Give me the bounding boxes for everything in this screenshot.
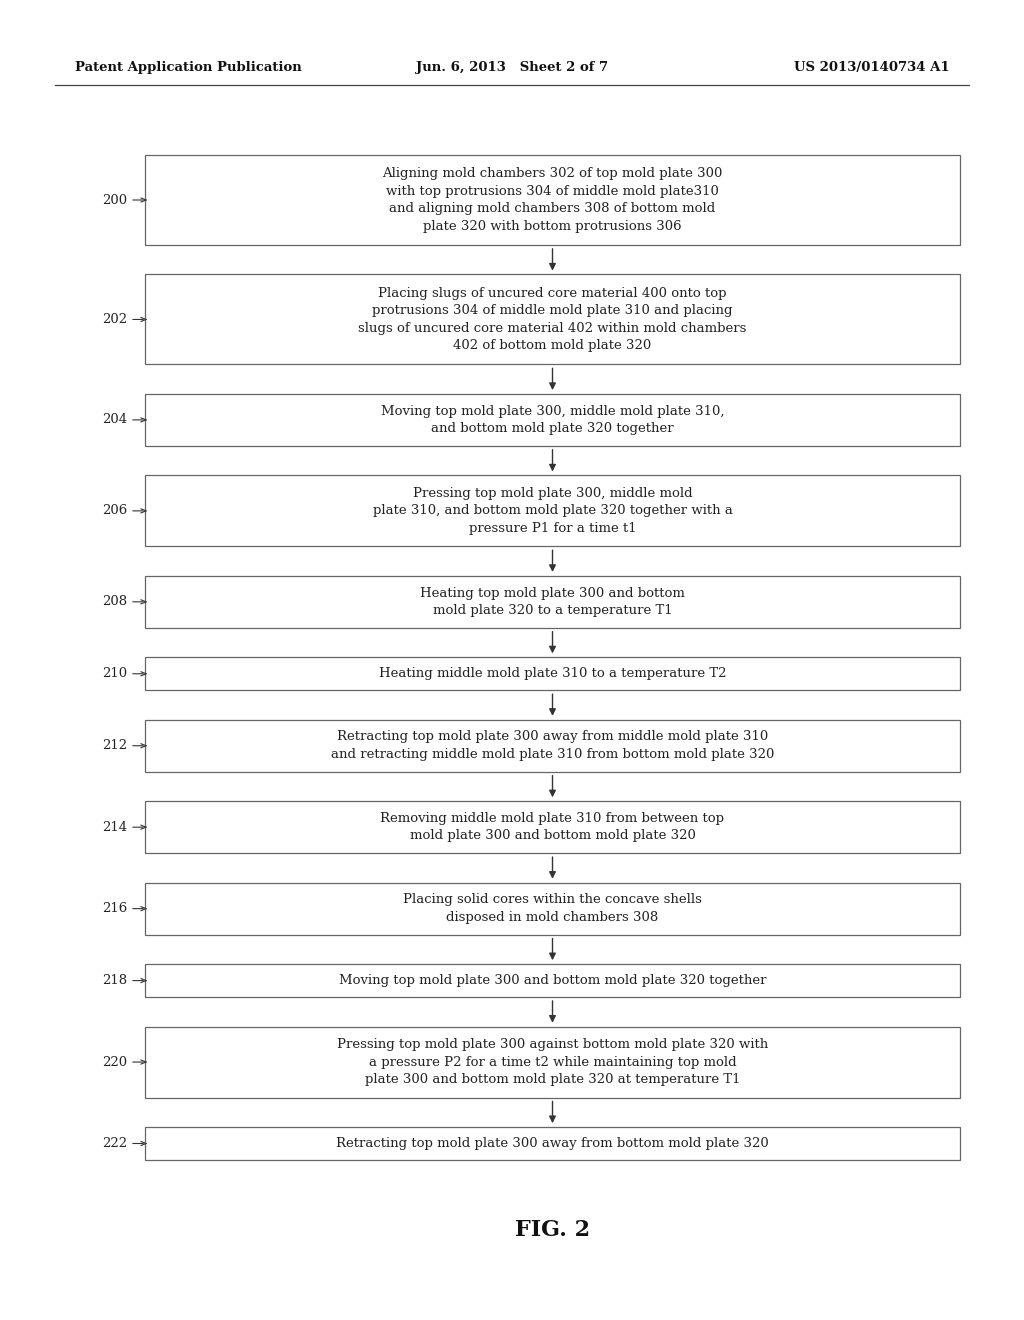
Bar xyxy=(145,719,961,772)
Text: Placing solid cores within the concave shells
disposed in mold chambers 308: Placing solid cores within the concave s… xyxy=(403,894,701,924)
Text: Heating top mold plate 300 and bottom
mold plate 320 to a temperature T1: Heating top mold plate 300 and bottom mo… xyxy=(420,586,685,616)
Bar xyxy=(145,576,961,628)
Text: Moving top mold plate 300, middle mold plate 310,
and bottom mold plate 320 toge: Moving top mold plate 300, middle mold p… xyxy=(381,405,724,436)
Text: FIG. 2: FIG. 2 xyxy=(515,1218,590,1241)
Bar xyxy=(145,964,961,997)
Text: 206: 206 xyxy=(101,504,127,517)
Text: 202: 202 xyxy=(101,313,127,326)
Text: 218: 218 xyxy=(101,974,127,987)
Bar xyxy=(145,883,961,935)
Text: 212: 212 xyxy=(101,739,127,752)
Text: Pressing top mold plate 300 against bottom mold plate 320 with
a pressure P2 for: Pressing top mold plate 300 against bott… xyxy=(337,1038,768,1086)
Text: 216: 216 xyxy=(101,902,127,915)
Text: Heating middle mold plate 310 to a temperature T2: Heating middle mold plate 310 to a tempe… xyxy=(379,668,726,680)
Text: 222: 222 xyxy=(101,1137,127,1150)
Bar xyxy=(145,393,961,446)
Text: 200: 200 xyxy=(101,194,127,206)
Text: Jun. 6, 2013   Sheet 2 of 7: Jun. 6, 2013 Sheet 2 of 7 xyxy=(416,62,608,74)
Text: Retracting top mold plate 300 away from middle mold plate 310
and retracting mid: Retracting top mold plate 300 away from … xyxy=(331,730,774,760)
Text: Aligning mold chambers 302 of top mold plate 300
with top protrusions 304 of mid: Aligning mold chambers 302 of top mold p… xyxy=(382,168,723,232)
Bar xyxy=(145,154,961,246)
Bar xyxy=(145,475,961,546)
Bar xyxy=(145,801,961,853)
Text: 204: 204 xyxy=(101,413,127,426)
Text: 208: 208 xyxy=(101,595,127,609)
Text: Moving top mold plate 300 and bottom mold plate 320 together: Moving top mold plate 300 and bottom mol… xyxy=(339,974,766,987)
Text: 220: 220 xyxy=(101,1056,127,1069)
Bar xyxy=(145,1027,961,1097)
Bar xyxy=(145,657,961,690)
Text: Removing middle mold plate 310 from between top
mold plate 300 and bottom mold p: Removing middle mold plate 310 from betw… xyxy=(381,812,725,842)
Text: US 2013/0140734 A1: US 2013/0140734 A1 xyxy=(795,62,950,74)
Text: 214: 214 xyxy=(101,821,127,834)
Bar xyxy=(145,275,961,364)
Bar xyxy=(145,1127,961,1160)
Text: Pressing top mold plate 300, middle mold
plate 310, and bottom mold plate 320 to: Pressing top mold plate 300, middle mold… xyxy=(373,487,732,535)
Text: Patent Application Publication: Patent Application Publication xyxy=(75,62,302,74)
Text: 210: 210 xyxy=(101,668,127,680)
Text: Placing slugs of uncured core material 400 onto top
protrusions 304 of middle mo: Placing slugs of uncured core material 4… xyxy=(358,286,746,352)
Text: Retracting top mold plate 300 away from bottom mold plate 320: Retracting top mold plate 300 away from … xyxy=(336,1137,769,1150)
